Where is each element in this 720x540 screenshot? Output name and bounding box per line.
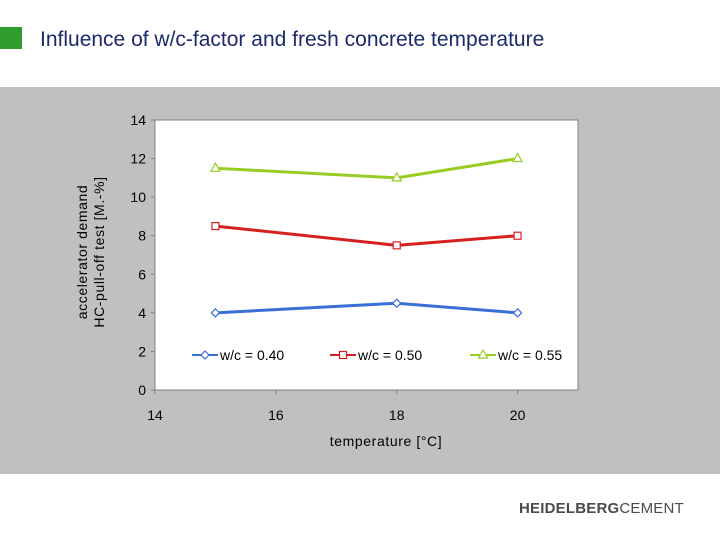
y-axis-title-line1: accelerator demand <box>74 185 90 320</box>
data-point-series-1 <box>211 221 220 231</box>
data-point-series-1 <box>513 231 522 240</box>
logo-text-cement: CEMENT <box>619 500 684 517</box>
y-tick-label: 14 <box>130 112 146 128</box>
data-point-series-0 <box>512 308 523 318</box>
y-tick-label: 2 <box>138 343 146 359</box>
y-axis-title-line2: HC-pull-off test [M.-%] <box>91 176 107 327</box>
chart-panel: 0 2 4 6 8 10 12 14 14 16 18 20 temperature [°C] accel… <box>0 87 720 474</box>
y-tick-label: 12 <box>130 151 146 167</box>
x-tick-label: 14 <box>147 407 163 423</box>
logo-text-heidelberg: HEIDELBERG <box>519 500 620 517</box>
x-tick-label: 18 <box>389 407 405 423</box>
legend-label-1: w/c = 0.50 <box>357 347 422 363</box>
legend-label-2: w/c = 0.55 <box>497 347 562 363</box>
data-point-series-0 <box>391 298 402 309</box>
legend-marker-1 <box>338 350 348 360</box>
y-tick-label: 0 <box>138 382 146 398</box>
y-tick-label: 6 <box>138 266 146 282</box>
legend-marker-2 <box>477 348 489 359</box>
data-point-series-2 <box>391 171 403 182</box>
line-chart: 0 2 4 6 8 10 12 14 14 16 18 20 temperature [°C] accel… <box>74 112 579 449</box>
data-point-series-2 <box>512 152 524 163</box>
slide-title: Influence of w/c-factor and fresh concre… <box>40 28 545 51</box>
x-axis-title: temperature [°C] <box>330 433 442 449</box>
legend-label-0: w/c = 0.40 <box>219 347 284 363</box>
y-tick-label: 8 <box>138 228 146 244</box>
x-tick-label: 16 <box>268 407 284 423</box>
data-point-series-2 <box>209 161 221 172</box>
legend-marker-0 <box>200 350 210 360</box>
data-point-series-0 <box>210 308 221 318</box>
plot-area <box>154 119 579 391</box>
title-marker <box>0 27 22 49</box>
y-tick-label: 10 <box>130 189 146 205</box>
y-tick-label: 4 <box>138 305 146 321</box>
heidelbergcement-logo: HEIDELBERGCEMENT <box>519 500 684 517</box>
data-point-series-1 <box>392 241 401 250</box>
x-tick-label: 20 <box>510 407 526 423</box>
